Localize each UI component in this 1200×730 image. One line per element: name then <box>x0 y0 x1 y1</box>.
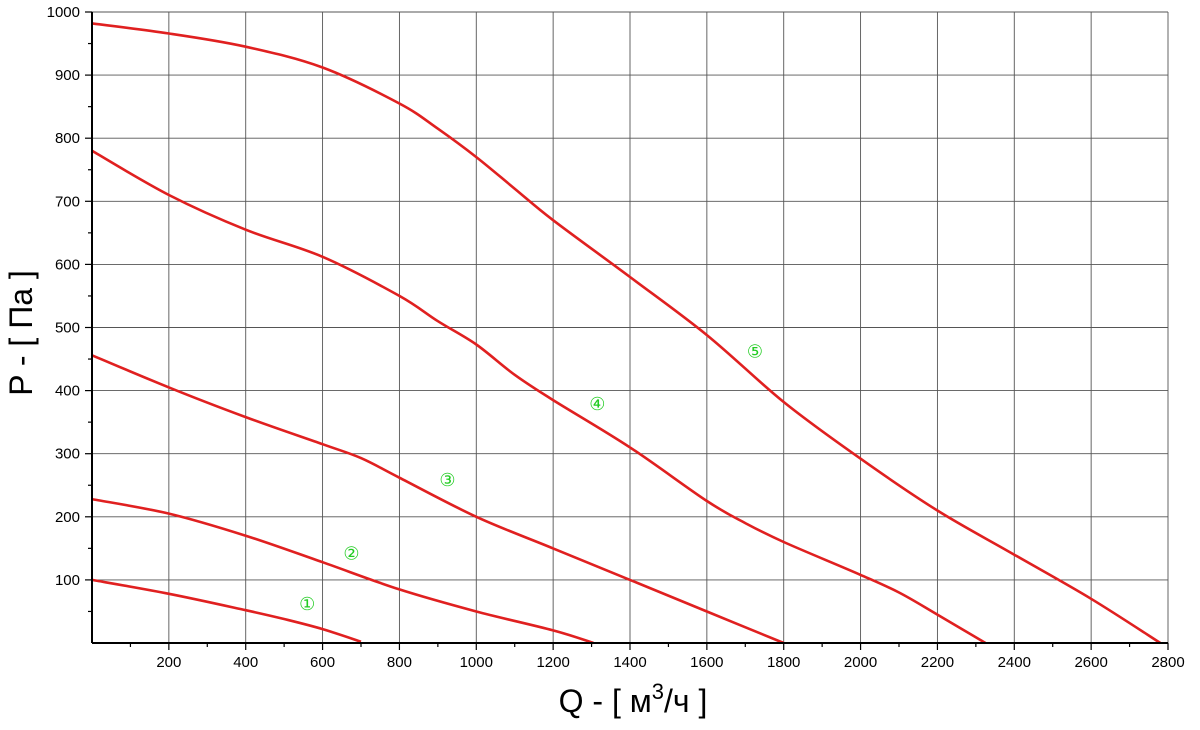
x-tick-label: 1400 <box>613 654 646 671</box>
x-tick-label: 1600 <box>690 654 723 671</box>
x-axis-title: Q - [ м3/ч ] <box>559 679 708 719</box>
y-tick-label: 200 <box>55 509 80 526</box>
x-tick-label: 2600 <box>1074 654 1107 671</box>
y-tick-label: 500 <box>55 320 80 337</box>
tick-labels: 200 400 600 800 1000 1200 1400 1600 1800 2000 2200… <box>47 4 1185 671</box>
x-tick-label: 800 <box>387 654 412 671</box>
x-tick-label: 1800 <box>767 654 800 671</box>
series-line-4 <box>91 149 987 645</box>
y-tick-label: 700 <box>55 193 80 210</box>
series-label-2: ② <box>343 544 359 565</box>
y-tick-label: 900 <box>55 67 80 84</box>
y-tick-label: 800 <box>55 130 80 147</box>
x-tick-label: 2000 <box>844 654 877 671</box>
y-tick-label: 300 <box>55 446 80 463</box>
x-tick-label: 600 <box>310 654 335 671</box>
x-tick-label: 1000 <box>460 654 493 671</box>
y-tick-label: 600 <box>55 256 80 273</box>
y-axis-title: P - [ Па ] <box>3 270 39 396</box>
series-label-5: ⑤ <box>747 342 763 363</box>
series-line-3 <box>91 354 785 645</box>
series-label-1: ① <box>299 594 315 615</box>
grid <box>92 11 1169 643</box>
y-tick-label: 100 <box>55 572 80 589</box>
x-tick-label: 2200 <box>921 654 954 671</box>
series-line-2 <box>91 497 594 645</box>
y-tick-label: 400 <box>55 383 80 400</box>
series-line-1 <box>91 578 362 643</box>
series-label-4: ④ <box>589 394 605 415</box>
y-tick-label: 1000 <box>47 4 80 21</box>
x-tick-label: 2400 <box>998 654 1031 671</box>
axes <box>85 11 1169 650</box>
x-tick-label: 1200 <box>536 654 569 671</box>
x-tick-label: 200 <box>156 654 181 671</box>
series-line-5 <box>91 22 1162 645</box>
series-group: ① ② ③ ④ ⑤ <box>91 22 1162 645</box>
x-tick-label: 2800 <box>1151 654 1184 671</box>
x-tick-label: 400 <box>233 654 258 671</box>
series-label-3: ③ <box>439 470 455 491</box>
